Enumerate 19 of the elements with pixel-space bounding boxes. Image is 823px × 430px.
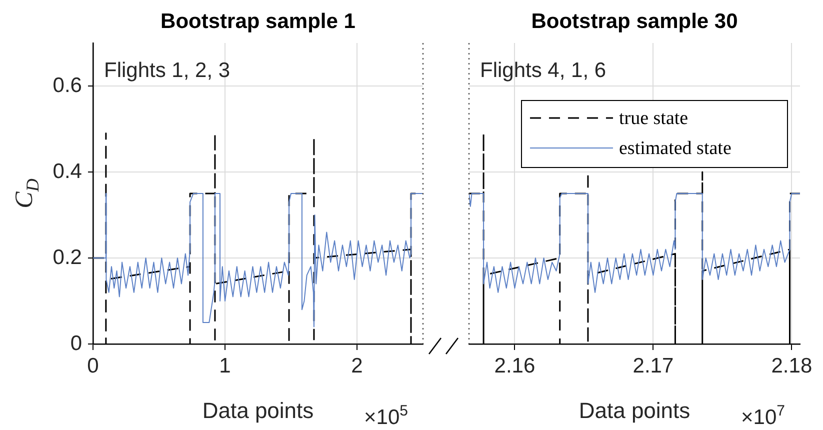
chart-title: Bootstrap sample 1 <box>160 10 356 33</box>
x-axis-title: Data points <box>578 398 690 423</box>
x-tick-label: 1 <box>219 354 231 378</box>
legend-label: true state <box>619 108 688 129</box>
y-tick-label: 0 <box>70 332 82 355</box>
legend-label: estimated state <box>619 138 732 159</box>
x-tick-label: 2.18 <box>771 354 812 378</box>
y-tick-label: 0.6 <box>52 74 82 97</box>
annotation: Flights 4, 1, 6 <box>480 59 606 82</box>
x-tick-label: 2 <box>351 354 363 378</box>
chart-title: Bootstrap sample 30 <box>531 10 738 33</box>
y-tick-label: 0.4 <box>52 160 82 183</box>
x-tick-label: 2.17 <box>632 354 674 378</box>
x-axis-title: Data points <box>202 398 314 423</box>
y-axis-title: CD <box>11 178 42 208</box>
annotation: Flights 1, 2, 3 <box>104 59 230 82</box>
x-tick-label: 2.16 <box>494 354 536 378</box>
x-tick-label: 0 <box>87 354 99 378</box>
y-tick-label: 0.2 <box>52 246 82 269</box>
